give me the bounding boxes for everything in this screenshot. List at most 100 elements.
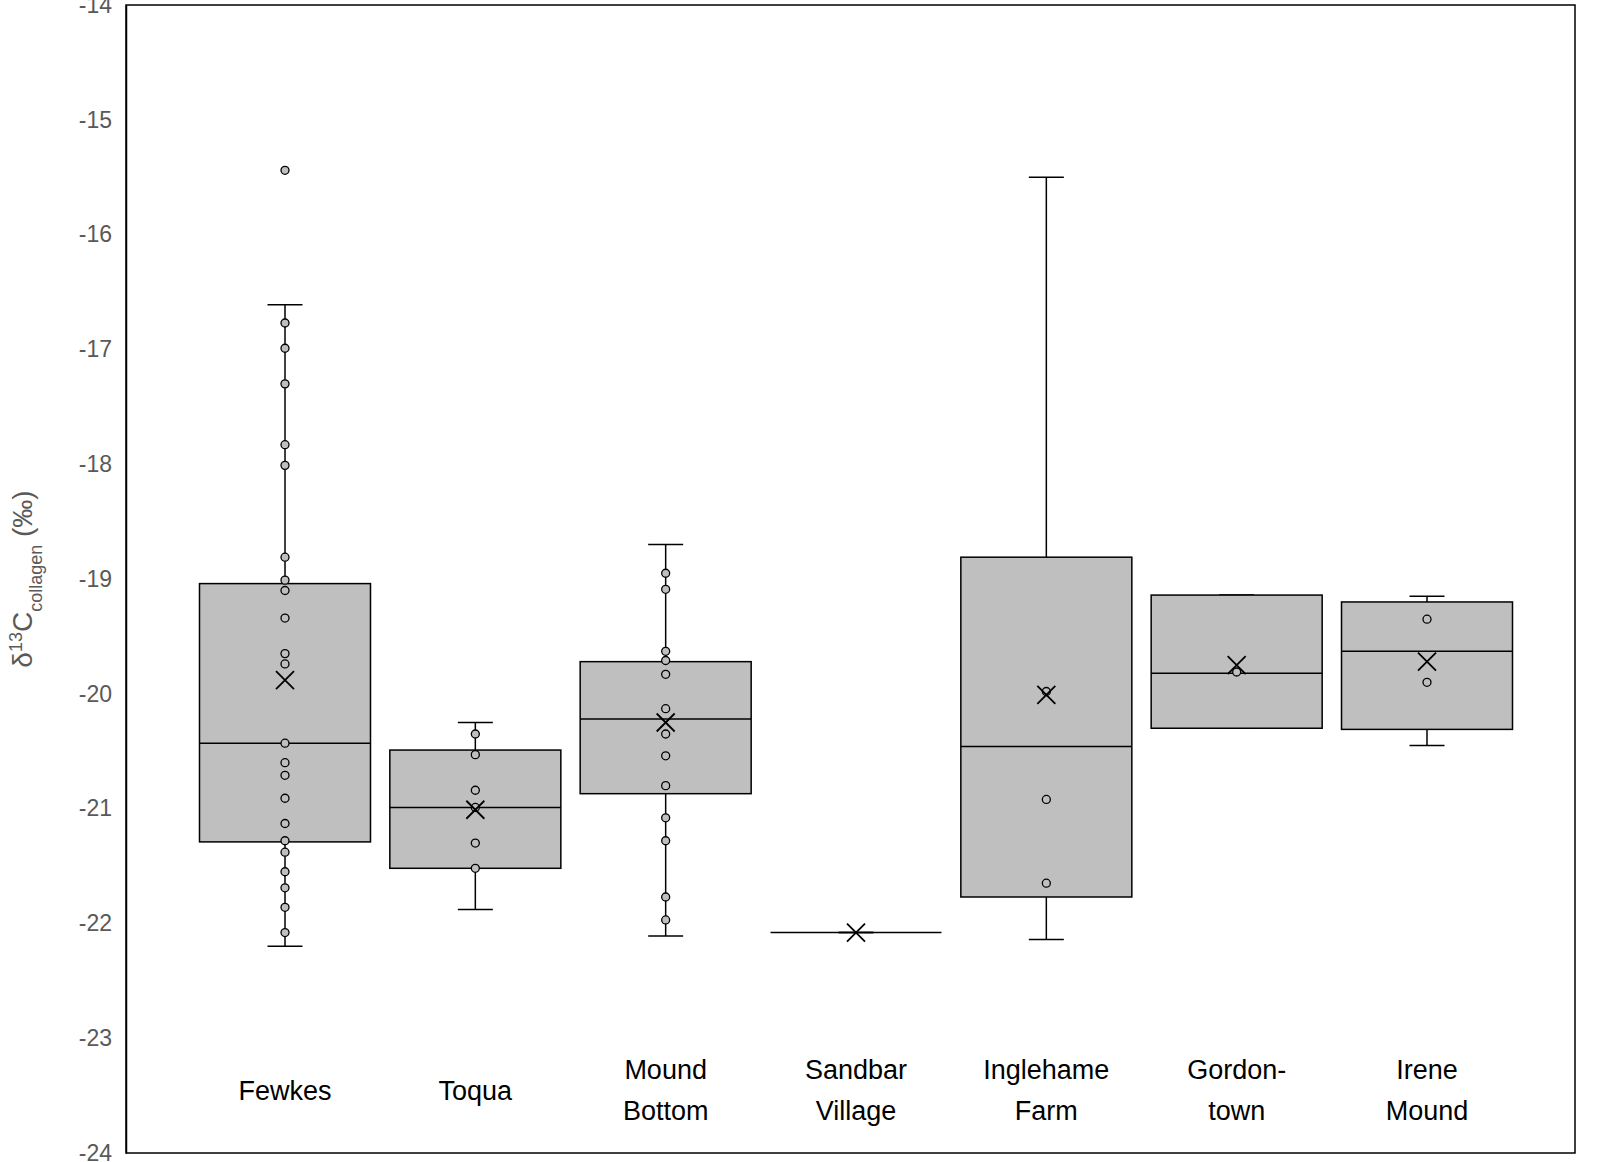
max-cap xyxy=(1029,176,1064,178)
data-point xyxy=(281,441,289,449)
data-point xyxy=(1042,795,1050,803)
y-tick: -16 xyxy=(79,221,126,247)
data-point xyxy=(471,786,479,794)
box xyxy=(1151,595,1322,728)
upper-whisker xyxy=(665,545,667,662)
data-point xyxy=(281,461,289,469)
box xyxy=(580,662,751,794)
y-tick-label: -16 xyxy=(79,221,112,247)
data-point xyxy=(1423,678,1431,686)
mean-marker xyxy=(276,671,294,689)
data-point xyxy=(281,553,289,561)
data-point xyxy=(662,893,670,901)
data-point xyxy=(281,837,289,845)
upper-whisker xyxy=(1426,596,1428,602)
data-point xyxy=(281,868,289,876)
data-point xyxy=(662,647,670,655)
mean-marker xyxy=(1228,656,1246,674)
min-cap xyxy=(1410,745,1445,747)
data-point xyxy=(662,837,670,845)
y-tick-label: -14 xyxy=(79,0,112,18)
mean-marker xyxy=(657,714,675,732)
data-point xyxy=(281,576,289,584)
plot-area xyxy=(200,166,1513,946)
y-tick: -23 xyxy=(79,1025,126,1051)
y-tick-label: -20 xyxy=(79,681,112,707)
data-point xyxy=(281,650,289,658)
y-tick-label: -15 xyxy=(79,107,112,133)
median xyxy=(961,746,1132,748)
y-tick: -20 xyxy=(79,681,126,707)
box-group xyxy=(1342,596,1513,745)
data-point xyxy=(662,814,670,822)
lower-whisker xyxy=(1046,897,1048,939)
data-point xyxy=(281,319,289,327)
chart: -24-23-22-21-20-19-18-17-16-15-14δ13Ccol… xyxy=(0,0,1600,1162)
data-point xyxy=(281,739,289,747)
data-point xyxy=(471,730,479,738)
data-point xyxy=(471,864,479,872)
data-point xyxy=(662,705,670,713)
data-point xyxy=(281,929,289,937)
lower-whisker xyxy=(1426,729,1428,745)
data-point xyxy=(1423,615,1431,623)
min-cap xyxy=(458,909,493,911)
y-axis: -24-23-22-21-20-19-18-17-16-15-14 xyxy=(79,0,127,1162)
data-point xyxy=(281,614,289,622)
min-cap xyxy=(1029,939,1064,941)
box xyxy=(390,750,561,868)
y-tick: -24 xyxy=(79,1140,126,1162)
y-tick: -19 xyxy=(79,566,126,592)
mean-marker xyxy=(847,924,865,942)
data-point xyxy=(281,820,289,828)
y-tick-label: -24 xyxy=(79,1140,112,1162)
x-tick-label: IreneMound xyxy=(1386,1055,1469,1126)
box xyxy=(1342,602,1513,729)
y-tick: -21 xyxy=(79,795,126,821)
upper-whisker xyxy=(1046,177,1048,557)
data-point xyxy=(471,751,479,759)
data-point xyxy=(281,380,289,388)
x-tick-label: Toqua xyxy=(439,1076,514,1106)
data-point xyxy=(662,782,670,790)
data-point xyxy=(281,794,289,802)
mean-marker xyxy=(1037,686,1055,704)
data-point xyxy=(662,657,670,665)
outlier xyxy=(281,166,289,174)
y-axis-title: δ13Ccollagen (‰) xyxy=(6,490,46,667)
data-point xyxy=(281,344,289,352)
x-tick-label: MoundBottom xyxy=(623,1055,709,1126)
data-point xyxy=(281,884,289,892)
max-cap xyxy=(268,304,303,306)
y-axis-line xyxy=(126,6,128,1154)
data-point xyxy=(281,660,289,668)
data-point xyxy=(662,730,670,738)
data-point xyxy=(1042,879,1050,887)
box-group xyxy=(390,723,561,910)
y-tick: -15 xyxy=(79,107,126,133)
y-tick: -18 xyxy=(79,451,126,477)
x-tick-label: SandbarVillage xyxy=(805,1055,907,1126)
min-cap xyxy=(268,946,303,948)
data-point xyxy=(662,916,670,924)
y-tick-label: -22 xyxy=(79,910,112,936)
y-tick-label: -18 xyxy=(79,451,112,477)
data-point xyxy=(662,569,670,577)
max-cap xyxy=(1410,595,1445,597)
box-group xyxy=(1151,595,1322,728)
max-cap xyxy=(458,722,493,724)
y-tick: -14 xyxy=(79,0,126,18)
data-point xyxy=(281,759,289,767)
data-point xyxy=(1233,668,1241,676)
data-point xyxy=(281,903,289,911)
y-tick-label: -21 xyxy=(79,795,112,821)
box-group xyxy=(580,545,751,936)
mean-marker xyxy=(466,801,484,819)
x-tick-label: InglehameFarm xyxy=(983,1055,1109,1126)
box-group xyxy=(961,177,1132,939)
box-group xyxy=(771,924,942,942)
lower-whisker xyxy=(475,868,477,909)
x-tick-label: Fewkes xyxy=(238,1076,331,1106)
median xyxy=(580,718,751,720)
plot-frame xyxy=(126,5,1575,1153)
